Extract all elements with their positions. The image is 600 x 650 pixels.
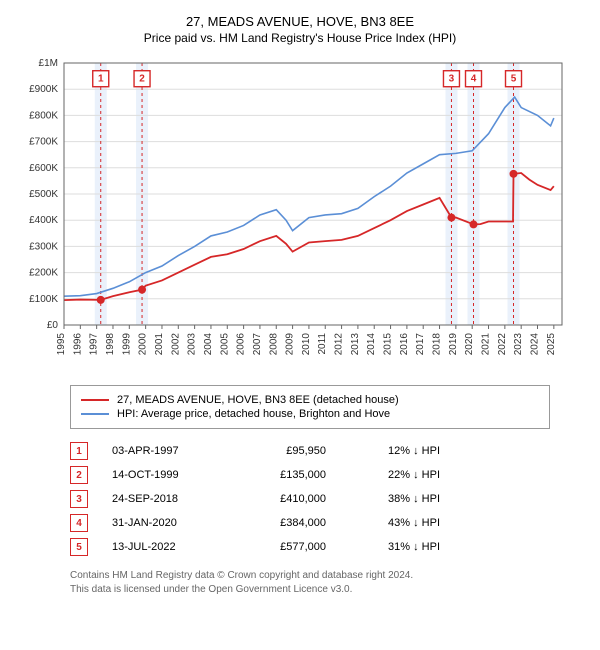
svg-text:£700K: £700K bbox=[29, 137, 58, 148]
legend-item: HPI: Average price, detached house, Brig… bbox=[81, 408, 539, 420]
svg-text:2010: 2010 bbox=[301, 333, 312, 356]
svg-text:£800K: £800K bbox=[29, 110, 58, 121]
transaction-row: 3 24-SEP-2018 £410,000 38% ↓ HPI bbox=[70, 487, 550, 511]
svg-text:5: 5 bbox=[511, 74, 517, 85]
footer-attribution: Contains HM Land Registry data © Crown c… bbox=[70, 569, 550, 597]
transaction-price: £384,000 bbox=[246, 517, 326, 529]
svg-text:3: 3 bbox=[449, 74, 455, 85]
transaction-row: 2 14-OCT-1999 £135,000 22% ↓ HPI bbox=[70, 463, 550, 487]
svg-text:£200K: £200K bbox=[29, 268, 58, 279]
svg-text:2023: 2023 bbox=[513, 333, 524, 356]
svg-text:2022: 2022 bbox=[497, 333, 508, 356]
transaction-badge: 1 bbox=[70, 442, 88, 460]
svg-text:2002: 2002 bbox=[170, 333, 181, 356]
svg-text:1999: 1999 bbox=[121, 333, 132, 356]
transaction-price: £410,000 bbox=[246, 493, 326, 505]
svg-text:2004: 2004 bbox=[203, 333, 214, 356]
svg-text:2025: 2025 bbox=[546, 333, 557, 356]
legend-swatch bbox=[81, 413, 109, 415]
legend-item: 27, MEADS AVENUE, HOVE, BN3 8EE (detache… bbox=[81, 394, 539, 406]
transaction-delta: 43% ↓ HPI bbox=[350, 517, 440, 529]
svg-text:2020: 2020 bbox=[464, 333, 475, 356]
legend-label: HPI: Average price, detached house, Brig… bbox=[117, 408, 390, 420]
transaction-date: 24-SEP-2018 bbox=[112, 493, 222, 505]
svg-text:2009: 2009 bbox=[285, 333, 296, 356]
svg-text:2017: 2017 bbox=[415, 333, 426, 356]
footer-line-1: Contains HM Land Registry data © Crown c… bbox=[70, 569, 550, 583]
svg-text:2003: 2003 bbox=[187, 333, 198, 356]
transaction-row: 5 13-JUL-2022 £577,000 31% ↓ HPI bbox=[70, 535, 550, 559]
svg-text:2007: 2007 bbox=[252, 333, 263, 356]
svg-text:1997: 1997 bbox=[89, 333, 100, 356]
legend: 27, MEADS AVENUE, HOVE, BN3 8EE (detache… bbox=[70, 385, 550, 429]
svg-text:2008: 2008 bbox=[268, 333, 279, 356]
svg-text:£0: £0 bbox=[47, 320, 59, 331]
price-chart: £0 £100K £200K £300K £400K £500K £600K £700K £80… bbox=[10, 55, 590, 375]
chart-title: 27, MEADS AVENUE, HOVE, BN3 8EE bbox=[10, 14, 590, 29]
transaction-badge: 4 bbox=[70, 514, 88, 532]
transaction-price: £577,000 bbox=[246, 541, 326, 553]
svg-text:2001: 2001 bbox=[154, 333, 165, 356]
transaction-row: 4 31-JAN-2020 £384,000 43% ↓ HPI bbox=[70, 511, 550, 535]
transaction-date: 31-JAN-2020 bbox=[112, 517, 222, 529]
svg-text:2024: 2024 bbox=[530, 333, 541, 356]
svg-text:£900K: £900K bbox=[29, 84, 58, 95]
svg-text:1996: 1996 bbox=[72, 333, 83, 356]
svg-text:£1M: £1M bbox=[39, 58, 58, 69]
svg-text:2000: 2000 bbox=[138, 333, 149, 356]
chart-svg: £0 £100K £200K £300K £400K £500K £600K £700K £80… bbox=[10, 55, 570, 375]
chart-subtitle: Price paid vs. HM Land Registry's House … bbox=[10, 31, 590, 45]
svg-text:£100K: £100K bbox=[29, 294, 58, 305]
svg-text:£600K: £600K bbox=[29, 163, 58, 174]
svg-text:£400K: £400K bbox=[29, 215, 58, 226]
svg-text:2011: 2011 bbox=[317, 333, 328, 355]
svg-text:1995: 1995 bbox=[56, 333, 67, 356]
transaction-delta: 38% ↓ HPI bbox=[350, 493, 440, 505]
svg-text:1: 1 bbox=[98, 74, 104, 85]
transactions-table: 1 03-APR-1997 £95,950 12% ↓ HPI 2 14-OCT-1999… bbox=[70, 439, 550, 559]
svg-text:2014: 2014 bbox=[366, 333, 377, 356]
svg-text:4: 4 bbox=[471, 74, 477, 85]
svg-text:2006: 2006 bbox=[236, 333, 247, 356]
svg-text:2018: 2018 bbox=[432, 333, 443, 356]
transaction-delta: 12% ↓ HPI bbox=[350, 445, 440, 457]
transaction-date: 14-OCT-1999 bbox=[112, 469, 222, 481]
transaction-date: 03-APR-1997 bbox=[112, 445, 222, 457]
transaction-price: £95,950 bbox=[246, 445, 326, 457]
footer-line-2: This data is licensed under the Open Gov… bbox=[70, 583, 550, 597]
legend-swatch bbox=[81, 399, 109, 401]
transaction-row: 1 03-APR-1997 £95,950 12% ↓ HPI bbox=[70, 439, 550, 463]
legend-label: 27, MEADS AVENUE, HOVE, BN3 8EE (detache… bbox=[117, 394, 399, 406]
svg-text:2: 2 bbox=[139, 74, 145, 85]
svg-text:2012: 2012 bbox=[334, 333, 345, 356]
transaction-date: 13-JUL-2022 bbox=[112, 541, 222, 553]
svg-text:2015: 2015 bbox=[383, 333, 394, 356]
svg-text:2005: 2005 bbox=[219, 333, 230, 356]
transaction-badge: 2 bbox=[70, 466, 88, 484]
transaction-badge: 3 bbox=[70, 490, 88, 508]
svg-text:£500K: £500K bbox=[29, 189, 58, 200]
svg-text:£300K: £300K bbox=[29, 241, 58, 252]
svg-text:2021: 2021 bbox=[481, 333, 492, 356]
svg-text:1998: 1998 bbox=[105, 333, 116, 356]
transaction-price: £135,000 bbox=[246, 469, 326, 481]
svg-text:2013: 2013 bbox=[350, 333, 361, 356]
transaction-delta: 31% ↓ HPI bbox=[350, 541, 440, 553]
transaction-delta: 22% ↓ HPI bbox=[350, 469, 440, 481]
svg-text:2019: 2019 bbox=[448, 333, 459, 356]
svg-text:2016: 2016 bbox=[399, 333, 410, 356]
transaction-badge: 5 bbox=[70, 538, 88, 556]
